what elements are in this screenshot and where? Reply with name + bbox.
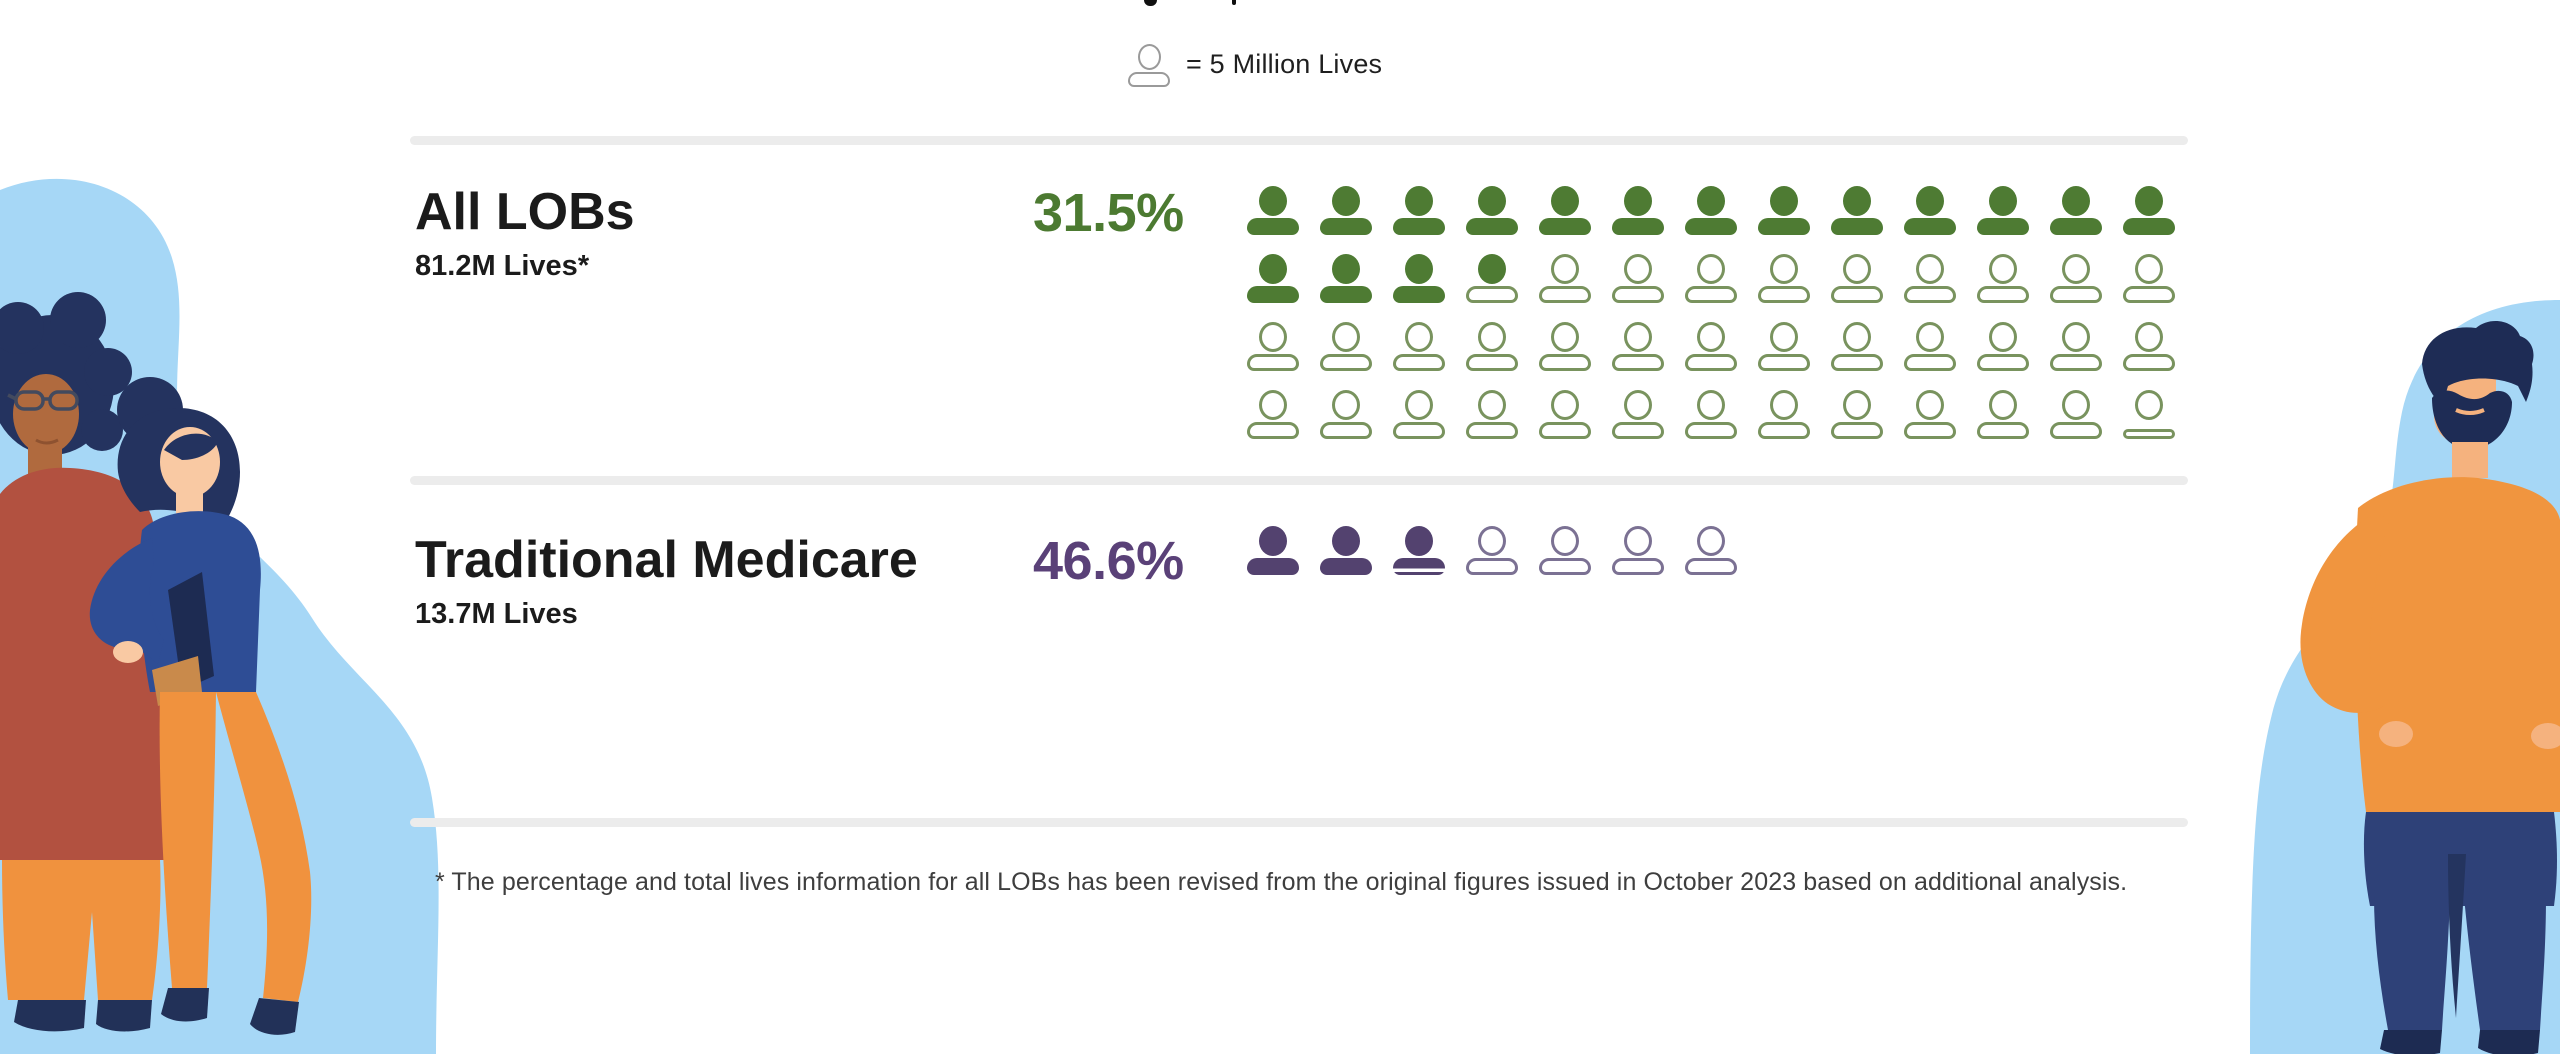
legend-label: = 5 Million Lives (1186, 49, 1383, 79)
bearded-man-figure (2300, 321, 2560, 1054)
percent-value-all-lobs: 31.5% (1033, 183, 1184, 243)
person-icon-outline (1320, 390, 1372, 439)
section-subtitle-all-lobs: 81.2M Lives* (415, 250, 590, 282)
person-icon-outline (1904, 322, 1956, 371)
section-subtitle-traditional-medicare: 13.7M Lives (415, 598, 578, 630)
glasses-icon (7, 390, 79, 411)
person-icon-outline (1247, 322, 1299, 371)
person-icon-outline (2050, 254, 2102, 303)
person-icon-filled (1831, 186, 1883, 235)
person-icon-outline (1393, 390, 1445, 439)
divider-bottom (410, 818, 2188, 827)
percent-value-traditional-medicare: 46.6% (1033, 531, 1184, 591)
person-icon (1128, 44, 1170, 89)
pictogram-grid-traditional-medicare (1247, 526, 2175, 575)
person-icon-outline (1320, 322, 1372, 371)
person-icon-outline (2050, 390, 2102, 439)
section-title-traditional-medicare: Traditional Medicare (415, 531, 918, 589)
person-icon-filled (1247, 186, 1299, 235)
person-icon-outline (1831, 254, 1883, 303)
person-icon-outline (1831, 322, 1883, 371)
person-icon-outline (1977, 254, 2029, 303)
legend: = 5 Million Lives (1128, 42, 1382, 87)
person-icon-outline (1466, 390, 1518, 439)
person-icon-outline (1247, 390, 1299, 439)
person-icon-filled (1247, 526, 1299, 575)
person-icon-filled (2123, 186, 2175, 235)
person-icon-outline (1466, 322, 1518, 371)
person-icon-outline (1393, 322, 1445, 371)
person-icon-outline (1904, 254, 1956, 303)
person-icon-outline (1539, 322, 1591, 371)
person-icon-outline (1466, 526, 1518, 575)
person-icon-outline (2123, 254, 2175, 303)
person-icon-outline (2050, 322, 2102, 371)
person-icon-filled (1393, 254, 1445, 303)
person-icon-filled (1320, 186, 1372, 235)
person-icon-outline (1612, 526, 1664, 575)
person-icon-outline (1685, 254, 1737, 303)
person-icon-outline (1539, 390, 1591, 439)
person-icon-outline (1758, 390, 1810, 439)
person-icon-outline (1612, 390, 1664, 439)
blue-blob-shape (0, 178, 439, 1054)
clipped-heading-fragment (1232, 0, 1236, 5)
person-icon-partial (1393, 526, 1445, 575)
person-icon-filled (1685, 186, 1737, 235)
person-icon-outline (1685, 390, 1737, 439)
person-icon-filled (1320, 526, 1372, 575)
person-icon-outline (1904, 390, 1956, 439)
person-icon-filled (1466, 186, 1518, 235)
divider-top (410, 136, 2188, 145)
person-icon-outline (1539, 254, 1591, 303)
woman-with-bun-figure (89, 377, 312, 1035)
footnote: * The percentage and total lives informa… (435, 868, 2128, 896)
person-icon-filled (2050, 186, 2102, 235)
person-icon-outline (1612, 322, 1664, 371)
clipped-heading-fragment (1144, 0, 1157, 6)
pictogram-grid-all-lobs (1247, 186, 2175, 439)
person-icon-head (1466, 254, 1518, 303)
divider-middle (410, 476, 2188, 485)
person-icon-filled (1904, 186, 1956, 235)
person-icon-outline (2123, 322, 2175, 371)
person-icon-outline (1685, 526, 1737, 575)
person-icon-outline (1977, 390, 2029, 439)
right-illustration-man (2250, 300, 2560, 1054)
person-icon-outline (1685, 322, 1737, 371)
section-title-all-lobs: All LOBs (415, 183, 635, 241)
man-with-glasses-figure (0, 292, 168, 1032)
person-icon-outline (1831, 390, 1883, 439)
person-icon-outline (1977, 322, 2029, 371)
blue-blob-shape (2250, 300, 2560, 1054)
person-icon-filled (1539, 186, 1591, 235)
person-icon-outline (1612, 254, 1664, 303)
person-icon-outline (1758, 254, 1810, 303)
person-icon-outline (1539, 526, 1591, 575)
person-icon-filled (1612, 186, 1664, 235)
person-icon-filled (1758, 186, 1810, 235)
person-icon-filled (1393, 186, 1445, 235)
person-icon-filled (1247, 254, 1299, 303)
person-icon-filled (1320, 254, 1372, 303)
person-icon-flat (2123, 390, 2175, 439)
person-icon-filled (1977, 186, 2029, 235)
person-icon-outline (1758, 322, 1810, 371)
